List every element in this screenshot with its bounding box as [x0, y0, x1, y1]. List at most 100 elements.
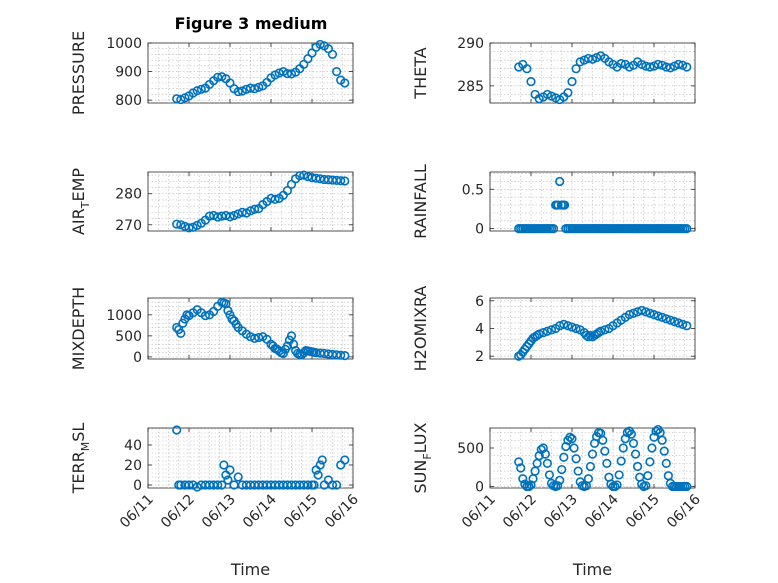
data-point	[624, 62, 635, 72]
data-point	[524, 481, 534, 492]
data-point	[620, 434, 630, 444]
data-point	[643, 471, 653, 481]
data-point	[612, 480, 622, 490]
data-point	[573, 466, 583, 476]
data-point	[682, 321, 692, 331]
data-point	[571, 64, 581, 74]
data-point	[254, 82, 264, 92]
data-point	[317, 455, 327, 465]
data-point	[659, 446, 669, 456]
data-point	[270, 194, 280, 204]
data-point	[571, 323, 581, 334]
data-point	[598, 435, 608, 445]
data-point	[237, 86, 247, 96]
axes-frame	[147, 42, 354, 104]
data-point	[637, 305, 647, 316]
data-point	[518, 474, 528, 484]
data-point	[237, 207, 247, 217]
data-point	[245, 206, 256, 216]
data-point	[332, 480, 342, 490]
y-tick-label: 2	[475, 349, 484, 365]
data-series	[514, 305, 692, 361]
data-series	[172, 39, 350, 105]
data-point	[219, 460, 229, 470]
y-axis-label: THETA	[411, 47, 430, 99]
subplot-grid: 800 900 1000 PRESSURE 285 290 THETA 270 280 AIRTE…	[69, 31, 704, 579]
data-point	[661, 458, 671, 468]
y-axis-label: TERRMSL	[69, 423, 92, 495]
data-point	[526, 76, 536, 87]
x-tick-label: 06/11	[117, 492, 157, 532]
data-point	[282, 341, 293, 351]
y-axis-label: PRESSURE	[69, 31, 88, 115]
data-point	[673, 59, 684, 70]
data-point	[196, 84, 206, 94]
data-point	[282, 186, 293, 196]
x-tick-label: 06/11	[459, 492, 499, 532]
data-point	[340, 176, 350, 186]
data-point	[213, 72, 223, 82]
x-tick-label: 06/15	[281, 492, 321, 532]
data-point	[555, 475, 565, 485]
data-point	[534, 94, 544, 104]
data-point	[569, 443, 579, 453]
data-point	[546, 325, 557, 335]
y-tick-label: 0	[475, 222, 484, 238]
x-tick-label: 06/16	[322, 491, 362, 531]
data-point	[534, 329, 544, 339]
data-point	[548, 224, 559, 234]
data-point	[217, 480, 227, 490]
x-tick-label: 06/13	[199, 492, 239, 532]
data-point	[299, 170, 309, 180]
data-point	[560, 200, 570, 210]
data-point	[567, 322, 577, 332]
data-point	[678, 319, 688, 329]
data-point	[567, 76, 577, 87]
data-point	[563, 321, 573, 331]
data-point	[600, 446, 610, 456]
data-point	[250, 84, 260, 94]
data-point	[669, 316, 680, 327]
data-point	[282, 68, 293, 79]
data-point	[553, 481, 563, 491]
grid-lines	[148, 43, 353, 103]
subplot-mixdepth: 0 500 1000 MIXDEPTH	[69, 287, 354, 370]
y-tick-label: 290	[457, 36, 484, 52]
data-point	[602, 458, 612, 468]
data-point	[563, 88, 573, 98]
data-point	[286, 331, 297, 341]
x-tick-label: 06/13	[541, 492, 581, 532]
data-point	[616, 456, 626, 466]
y-tick-label: 0.5	[462, 182, 484, 198]
data-point	[641, 481, 651, 491]
data-point	[596, 326, 606, 336]
data-point	[172, 322, 182, 333]
data-point	[538, 443, 548, 453]
data-point	[626, 429, 637, 439]
subplot-air-temp: 270 280 AIRTEMP	[69, 168, 354, 235]
data-point	[340, 351, 350, 361]
data-point	[559, 319, 569, 329]
data-point	[172, 219, 182, 229]
data-point	[315, 39, 325, 50]
y-tick-label: 4	[475, 322, 484, 338]
subplot-terr-msl: 0 20 40 06/11 06/12 06/13 06/14 06/15 06/16 Time T…	[69, 423, 362, 579]
data-point	[567, 434, 577, 444]
data-series	[514, 424, 692, 492]
data-point	[559, 452, 569, 462]
y-axis-label: AIRTEMP	[69, 168, 92, 235]
data-point	[657, 60, 667, 70]
data-point	[657, 312, 667, 323]
data-point	[192, 86, 202, 96]
y-tick-label: 800	[115, 93, 142, 109]
data-point	[583, 474, 594, 484]
y-tick-label: 280	[115, 187, 142, 203]
y-axis-label: H2OMIXRA	[411, 286, 430, 372]
data-point	[250, 204, 260, 214]
data-point	[336, 350, 346, 360]
x-tick-label: 06/14	[240, 491, 280, 531]
y-tick-label: 285	[457, 79, 484, 95]
data-point	[303, 172, 313, 182]
data-point	[176, 328, 186, 338]
data-point	[610, 481, 620, 492]
